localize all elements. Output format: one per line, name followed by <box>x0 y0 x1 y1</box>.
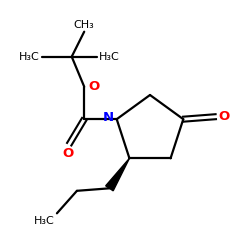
Text: H₃C: H₃C <box>19 52 40 62</box>
Text: CH₃: CH₃ <box>74 20 94 30</box>
Text: N: N <box>103 112 114 124</box>
Text: O: O <box>88 80 99 93</box>
Text: O: O <box>218 110 230 123</box>
Polygon shape <box>106 158 130 191</box>
Text: H₃C: H₃C <box>99 52 119 62</box>
Text: H₃C: H₃C <box>34 216 54 226</box>
Text: O: O <box>62 147 74 160</box>
